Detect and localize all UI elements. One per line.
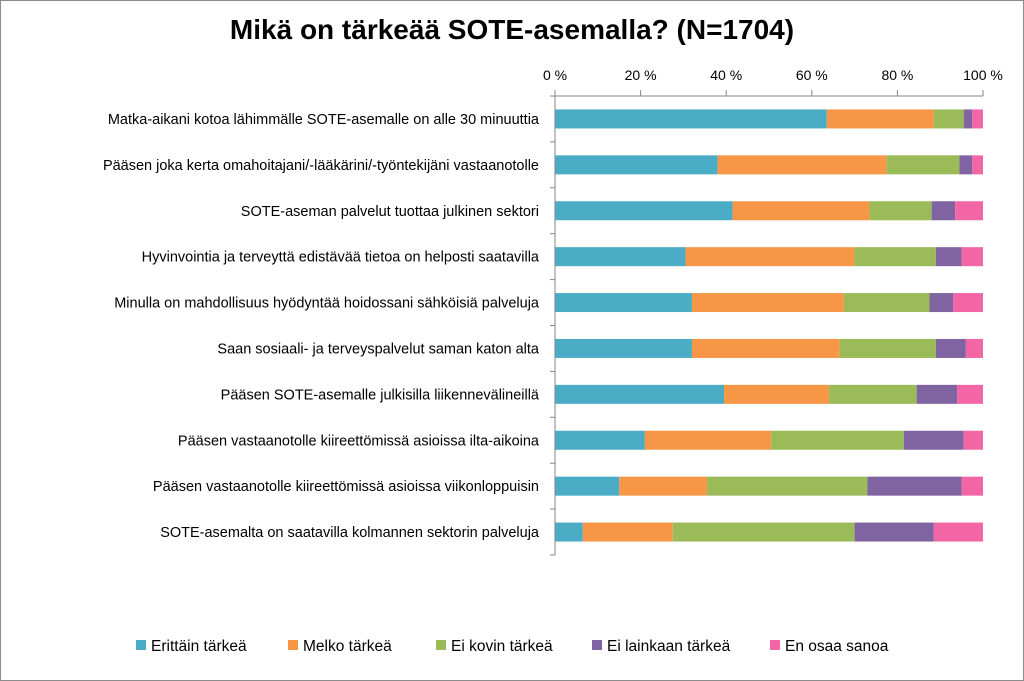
bar-segment [582,522,673,542]
legend-item[interactable]: Erittäin tärkeä [136,638,247,655]
bar-segment [903,430,964,450]
bar-segment [691,293,844,313]
category-label: SOTE-asemalta on saatavilla kolmannen se… [160,525,540,541]
bar-segment [935,338,966,358]
bar-segment [555,476,620,496]
bar-segment [843,293,930,313]
bar-segment [555,201,733,221]
bar-segment [854,247,936,267]
category-label: Pääsen joka kerta omahoitajani/-lääkärin… [103,158,539,174]
bar-segment [959,155,973,175]
bar-segment [706,476,868,496]
legend-item[interactable]: Ei lainkaan tärkeä [592,638,731,655]
bar-segment [972,109,983,129]
legend-label: Erittäin tärkeä [151,638,247,655]
legend-swatch [770,640,780,650]
bar-segment [935,247,962,267]
category-label: Hyvinvointia ja terveyttä edistävää tiet… [142,250,540,266]
bar-segment [555,155,718,175]
legend-label: Melko tärkeä [303,638,392,655]
bar-segment [955,201,983,221]
bar-segment [644,430,772,450]
bars [555,109,983,542]
bar-segment [929,293,954,313]
category-label: Pääsen SOTE-asemalle julkisilla liikenne… [221,387,540,403]
category-label: Pääsen vastaanotolle kiireettömissä asio… [153,479,539,495]
x-tick-label: 80 % [881,67,913,83]
bar-segment [555,522,583,542]
bar-segment [916,384,958,404]
bar-segment [672,522,855,542]
bar-segment [555,338,692,358]
bar-segment [886,155,960,175]
bar-segment [972,155,983,175]
x-tick-label: 60 % [796,67,828,83]
bar-segment [933,522,983,542]
bar-segment [732,201,870,221]
legend-label: En osaa sanoa [785,638,889,655]
legend-swatch [436,640,446,650]
category-label: Minulla on mahdollisuus hyödyntää hoidos… [114,296,540,312]
legend-swatch [592,640,602,650]
bar-segment [869,201,932,221]
x-tick-label: 40 % [710,67,742,83]
legend-item[interactable]: En osaa sanoa [770,638,889,655]
bar-segment [933,109,964,129]
category-labels: Matka-aikani kotoa lähimmälle SOTE-asema… [103,112,540,541]
bar-segment [619,476,707,496]
legend-item[interactable]: Ei kovin tärkeä [436,638,553,655]
category-label: Matka-aikani kotoa lähimmälle SOTE-asema… [108,112,540,128]
bar-segment [826,109,934,129]
x-tick-label: 20 % [625,67,657,83]
x-tick-label: 100 % [963,67,1003,83]
bar-segment [691,338,840,358]
bar-segment [931,201,956,221]
legend-swatch [288,640,298,650]
legend-swatch [136,640,146,650]
legend-label: Ei kovin tärkeä [451,638,553,655]
bar-segment [555,430,645,450]
axes [550,90,984,556]
category-label: Pääsen vastaanotolle kiireettömissä asio… [178,433,540,449]
chart-title: Mikä on tärkeää SOTE-asemalla? (N=1704) [229,14,795,45]
bar-segment [717,155,887,175]
bar-segment [555,247,686,267]
bar-segment [724,384,829,404]
bar-segment [771,430,904,450]
bar-segment [961,247,983,267]
bar-segment [854,522,934,542]
bar-segment [685,247,855,267]
bar-segment [555,293,692,313]
bar-segment [839,338,936,358]
bar-segment [555,384,725,404]
bar-segment [961,476,983,496]
legend-label: Ei lainkaan tärkeä [607,638,731,655]
bar-segment [963,109,973,129]
bar-segment [867,476,962,496]
bar-segment [963,430,983,450]
legend[interactable]: Erittäin tärkeä Melko tärkeä Ei kovin tärk… [136,638,889,655]
bar-segment [957,384,983,404]
bar-segment [953,293,983,313]
bar-segment [828,384,917,404]
bar-segment [965,338,983,358]
category-label: SOTE-aseman palvelut tuottaa julkinen se… [241,204,539,220]
x-tick-label: 0 % [543,67,567,83]
category-label: Saan sosiaali- ja terveyspalvelut saman … [217,341,540,357]
bar-segment [555,109,827,129]
legend-item[interactable]: Melko tärkeä [288,638,392,655]
x-tick-labels: 0 % 20 % 40 % 60 % 80 % 100 % [543,67,1003,83]
